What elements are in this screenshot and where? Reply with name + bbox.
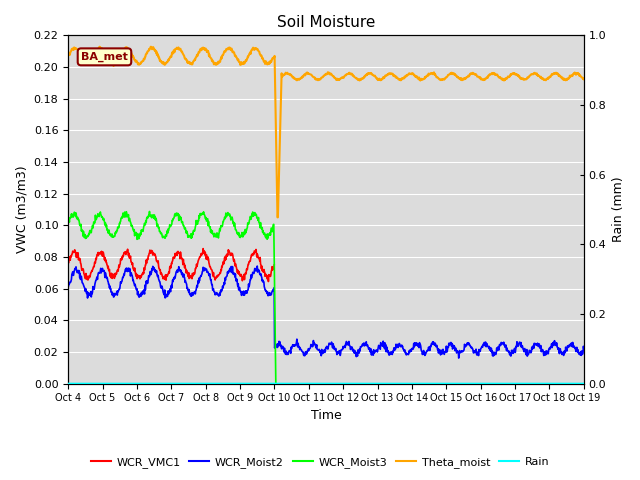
X-axis label: Time: Time <box>310 409 341 422</box>
Title: Soil Moisture: Soil Moisture <box>277 15 375 30</box>
Text: BA_met: BA_met <box>81 52 128 62</box>
Y-axis label: Rain (mm): Rain (mm) <box>612 177 625 242</box>
Y-axis label: VWC (m3/m3): VWC (m3/m3) <box>15 166 28 253</box>
Legend: WCR_VMC1, WCR_Moist2, WCR_Moist3, Theta_moist, Rain: WCR_VMC1, WCR_Moist2, WCR_Moist3, Theta_… <box>86 452 554 472</box>
